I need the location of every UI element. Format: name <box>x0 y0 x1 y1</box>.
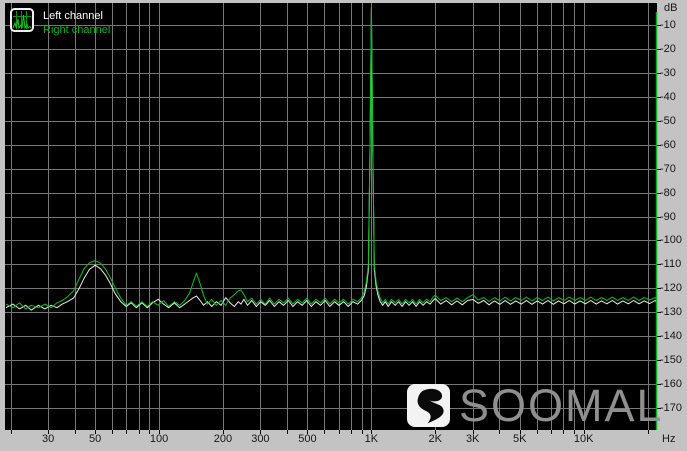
legend-left-channel: Left channel <box>43 10 103 22</box>
x-tick-label: 3K <box>465 433 480 445</box>
mini-spectrum-icon[interactable] <box>10 8 34 32</box>
y-tick-label: -20 <box>660 42 676 55</box>
y-tick-label: -130 <box>660 306 683 319</box>
legend-right-channel: Right channel <box>43 24 111 36</box>
gridlines <box>5 3 657 430</box>
legend-items: Left channel Right channel <box>43 8 110 37</box>
left-channel-trace <box>5 7 658 311</box>
y-axis-unit-label: dB <box>664 2 678 14</box>
y-tick-label: -110 <box>660 258 682 271</box>
y-tick-label: -100 <box>660 234 683 247</box>
axis-ticks <box>11 25 661 434</box>
x-tick-label: 100 <box>149 433 169 445</box>
y-tick-label: -160 <box>660 378 683 391</box>
y-tick-label: -80 <box>660 186 676 199</box>
y-tick-label: -90 <box>660 210 676 223</box>
soomal-logo-icon <box>407 384 450 427</box>
y-tick-label: -60 <box>660 138 676 151</box>
spectrum-plot <box>5 3 661 434</box>
y-tick-label: -140 <box>660 330 683 343</box>
plot-area <box>5 3 657 430</box>
watermark-brand-text: SOOMAL <box>459 380 664 431</box>
y-tick-label: -40 <box>660 90 676 103</box>
x-tick-label: 5K <box>513 433 527 445</box>
x-tick-label: 30 <box>41 433 55 445</box>
x-tick-label: 1K <box>364 433 379 445</box>
y-tick-label: -10 <box>660 18 676 31</box>
y-tick-label: -30 <box>660 66 676 79</box>
x-tick-label: 2K <box>428 433 443 445</box>
x-tick-label: 50 <box>89 433 102 445</box>
x-axis-unit-label: Hz <box>662 433 676 445</box>
right-channel-trace <box>5 7 658 310</box>
legend: Left channel Right channel <box>10 8 110 37</box>
y-tick-label: -50 <box>660 114 676 127</box>
y-tick-label: -70 <box>660 162 676 175</box>
x-tick-label: 10K <box>573 433 594 445</box>
watermark: SOOMAL <box>407 380 664 431</box>
x-tick-label: 300 <box>251 433 270 445</box>
y-tick-label: -170 <box>660 402 683 415</box>
x-tick-label: 500 <box>298 433 317 445</box>
y-tick-label: -150 <box>660 354 683 367</box>
x-tick-label: 200 <box>213 433 233 445</box>
y-tick-label: -120 <box>660 282 683 295</box>
